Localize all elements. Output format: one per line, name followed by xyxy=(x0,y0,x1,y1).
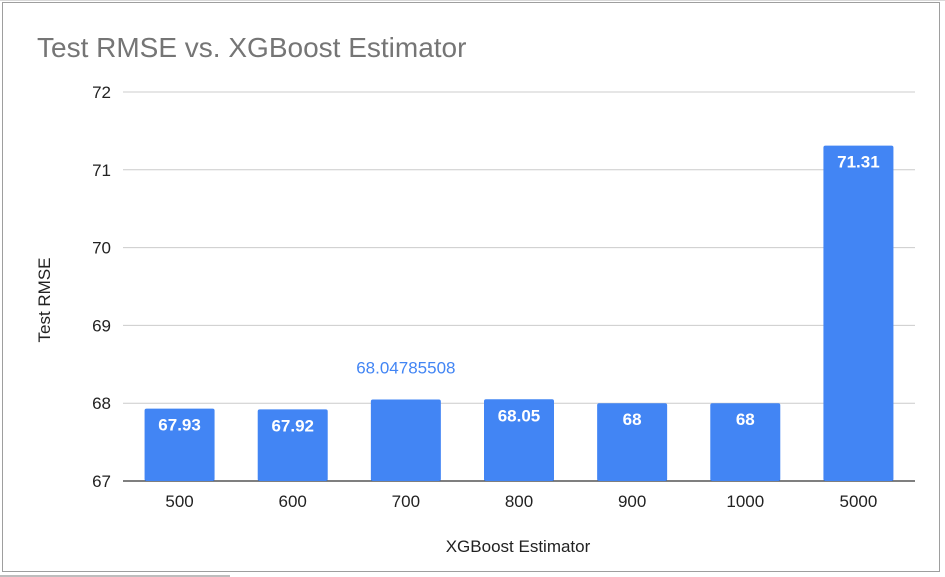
data-label: 71.31 xyxy=(837,153,880,172)
bar[interactable] xyxy=(257,409,328,481)
x-tick-label: 700 xyxy=(392,492,420,511)
x-tick-label: 5000 xyxy=(840,492,878,511)
bar[interactable] xyxy=(710,403,781,481)
data-label: 68.04785508 xyxy=(356,358,455,377)
bar[interactable] xyxy=(370,399,441,481)
x-tick-label: 800 xyxy=(505,492,533,511)
x-axis-title: XGBoost Estimator xyxy=(446,537,591,556)
bar[interactable] xyxy=(597,403,668,481)
data-label: 68.05 xyxy=(498,406,541,425)
x-tick-labels: 500 600 700 800 900 1000 5000 xyxy=(165,492,877,511)
sheet-gridline-top xyxy=(0,0,945,1)
x-tick-label: 500 xyxy=(165,492,193,511)
y-axis-title: Test RMSE xyxy=(35,257,54,342)
y-tick-label: 70 xyxy=(92,239,111,258)
data-label: 67.92 xyxy=(271,416,314,435)
sheet-gridline-bottom xyxy=(0,575,230,577)
bars xyxy=(144,145,894,481)
data-labels: 67.93 67.92 68.04785508 68.05 68 68 71.31 xyxy=(158,153,879,436)
data-label: 68 xyxy=(736,410,755,429)
bar[interactable] xyxy=(144,408,215,481)
chart-title: Test RMSE vs. XGBoost Estimator xyxy=(37,32,467,63)
x-tick-label: 900 xyxy=(618,492,646,511)
chart-plot: 67.93 67.92 68.04785508 68.05 68 68 71.31 67 68… xyxy=(35,83,915,556)
bar[interactable] xyxy=(823,145,894,481)
y-tick-labels: 67 68 69 70 71 72 xyxy=(92,83,111,491)
x-tick-label: 1000 xyxy=(726,492,764,511)
data-label: 68 xyxy=(623,410,642,429)
y-tick-label: 71 xyxy=(92,161,111,180)
data-label: 67.93 xyxy=(158,416,201,435)
y-tick-label: 67 xyxy=(92,472,111,491)
y-tick-label: 69 xyxy=(92,316,111,335)
x-tick-label: 600 xyxy=(279,492,307,511)
y-tick-label: 68 xyxy=(92,394,111,413)
y-tick-label: 72 xyxy=(92,83,111,102)
bar[interactable] xyxy=(484,399,554,481)
